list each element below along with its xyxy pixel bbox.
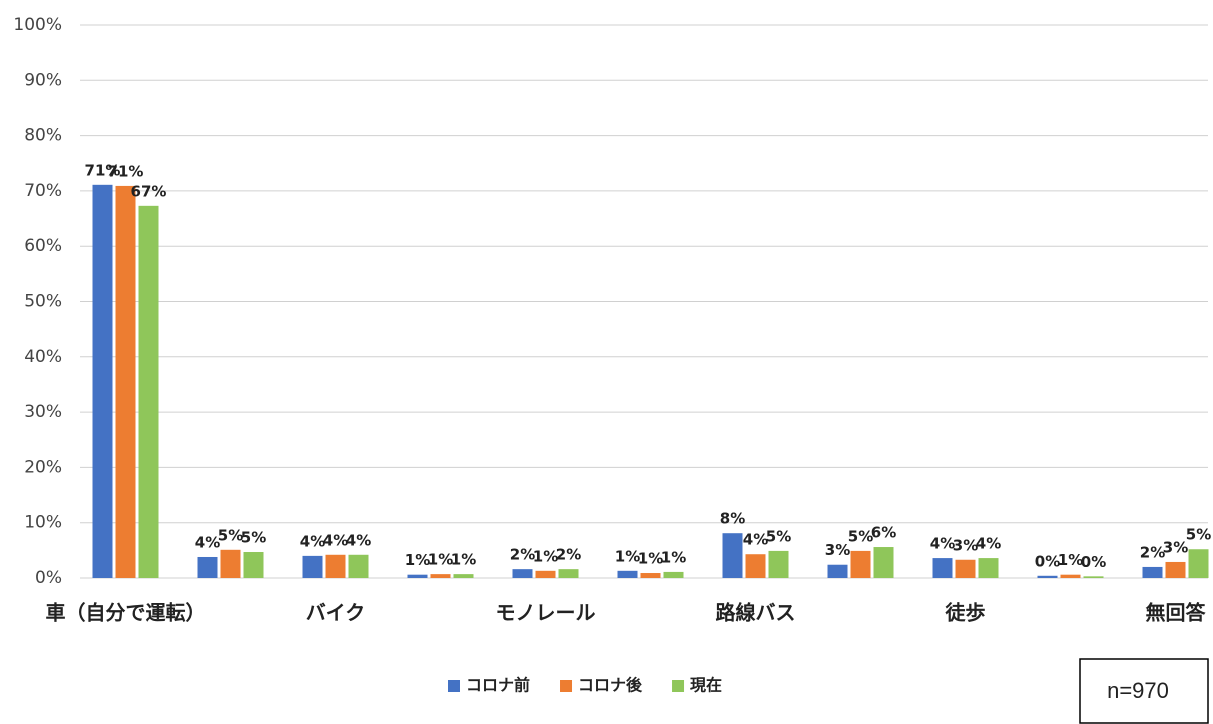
bar [430,574,451,578]
data-label: 71% [85,161,121,179]
bar [138,205,159,578]
data-label: 6% [871,524,896,542]
bar [1142,566,1163,578]
bar [407,574,428,578]
bar [197,556,218,578]
x-tick-label: バイク [306,601,366,625]
data-label: 2% [1140,543,1165,561]
data-label: 3% [825,541,850,559]
bar [558,569,579,578]
data-label: 4% [300,532,325,550]
y-tick-label: 90% [24,70,62,90]
data-label: 4% [323,531,348,549]
legend-label: 現在 [690,676,722,695]
y-tick-label: 80% [24,126,62,146]
data-label: 2% [510,546,535,564]
x-tick-label: 徒歩 [945,601,986,625]
bar [1060,574,1081,578]
bar [663,571,684,578]
data-label: 0% [1081,553,1106,571]
data-label: 1% [451,551,476,569]
data-label: 3% [1163,538,1188,556]
data-label: 1% [661,548,686,566]
bar [955,559,976,578]
y-tick-label: 0% [35,568,62,588]
data-label: 4% [743,531,768,549]
x-tick-label: 無回答 [1146,601,1207,625]
data-label: 67% [131,182,167,200]
bar [827,564,848,578]
y-tick-label: 40% [24,347,62,367]
data-label: 1% [405,551,430,569]
x-tick-label: 車（自分で運転） [46,601,206,625]
data-label: 0% [1035,552,1060,570]
y-tick-label: 100% [13,15,62,35]
y-tick-label: 70% [24,181,62,201]
data-label: 1% [1058,551,1083,569]
bar [1037,575,1058,578]
y-tick-label: 10% [24,513,62,533]
data-label: 5% [241,529,266,547]
data-label: 4% [930,535,955,553]
annotation-box [1079,658,1209,724]
annotation: n=970 [1107,678,1169,703]
y-tick-label: 50% [24,292,62,312]
data-label: 5% [218,526,243,544]
bar [932,558,953,578]
x-tick-label: モノレール [496,601,596,625]
legend-label: コロナ後 [578,676,643,695]
bar [535,570,556,578]
bar [1188,549,1209,578]
legend-swatch [448,680,460,692]
bar [722,533,743,578]
data-label: 1% [615,547,640,565]
data-label: 1% [638,550,663,568]
bar [768,550,789,578]
data-label: 71% [108,162,144,180]
x-tick-label: 路線バス [716,601,796,625]
bar [348,554,369,578]
bar [243,552,264,578]
legend-label: コロナ前 [466,676,530,695]
bar [115,185,136,578]
y-tick-label: 20% [24,457,62,477]
bar [325,554,346,578]
bar [1083,576,1104,578]
bar [220,549,241,578]
bar [1165,561,1186,578]
legend-swatch [560,680,573,692]
bar [92,184,113,578]
data-label: 5% [848,527,873,545]
legend-swatch [672,680,685,692]
data-label: 8% [720,510,745,528]
data-label: 5% [766,527,791,545]
data-label: 1% [428,551,453,569]
bar [873,547,894,578]
data-label: 4% [976,535,1001,553]
bar [512,569,533,578]
bar [640,573,661,578]
y-tick-label: 60% [24,236,62,256]
data-label: 1% [533,547,558,565]
data-label: 4% [195,533,220,551]
bar [978,558,999,578]
bar [453,574,474,578]
bar [745,554,766,578]
data-label: 4% [346,531,371,549]
y-tick-label: 30% [24,402,62,422]
bar [850,550,871,578]
bar [302,555,323,578]
data-label: 2% [556,546,581,564]
data-label: 5% [1186,526,1211,544]
bar [617,570,638,578]
data-label: 3% [953,536,978,554]
